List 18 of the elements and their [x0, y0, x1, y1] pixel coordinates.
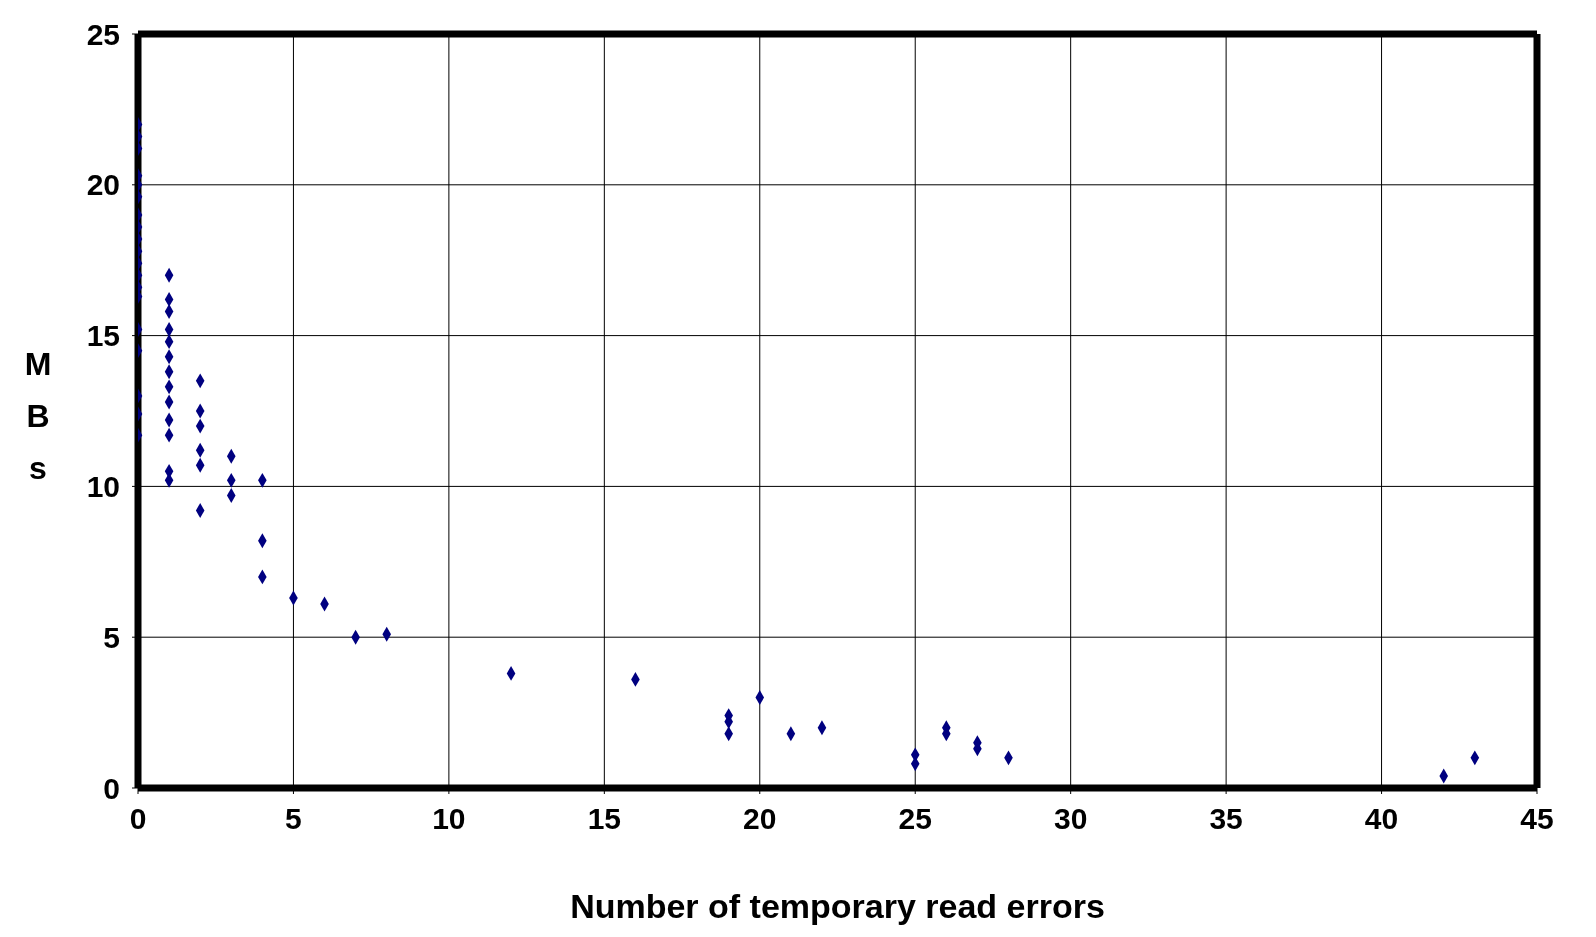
x-tick-label: 0 [129, 802, 147, 836]
x-tick-label: 25 [898, 802, 932, 836]
x-tick-label: 15 [587, 802, 622, 836]
x-tick-label: 20 [743, 802, 777, 836]
x-tick-label: 40 [1364, 802, 1399, 836]
y-tick-label: 5 [103, 620, 120, 654]
x-tick-label: 10 [432, 802, 466, 836]
y-tick-label: 10 [86, 470, 120, 504]
x-tick-label: 5 [285, 802, 302, 836]
y-tick-label: 25 [86, 17, 120, 51]
x-tick-label: 35 [1209, 802, 1243, 836]
y-axis-title: MBs [23, 345, 53, 488]
y-tick-label: 0 [103, 771, 120, 805]
x-axis-title: Number of temporary read errors [570, 887, 1105, 925]
y-tick-label: 15 [86, 319, 120, 353]
x-tick-label: 30 [1053, 802, 1088, 836]
x-tick-label: 45 [1520, 802, 1554, 836]
y-tick-label: 20 [86, 168, 120, 202]
